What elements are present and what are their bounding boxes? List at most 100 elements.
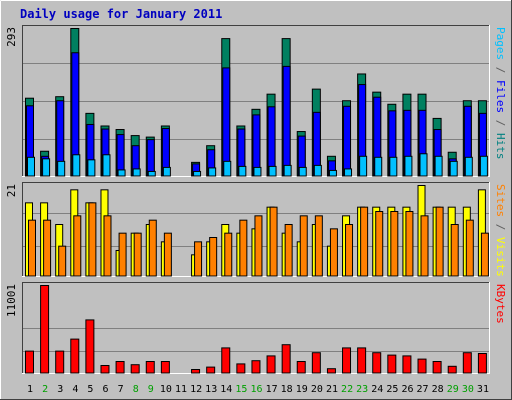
bar-sites-day-25 <box>390 211 399 277</box>
bar-pages-day-27 <box>419 153 428 177</box>
bar-kbytes-day-3 <box>55 350 65 374</box>
bar-pages-day-14 <box>223 160 232 177</box>
x-tick-label: 10 <box>160 384 172 395</box>
bars <box>25 185 489 277</box>
bar-kbytes-day-20 <box>311 352 321 374</box>
x-tick-label: 24 <box>371 384 383 395</box>
bar-kbytes-day-16 <box>251 360 261 374</box>
x-tick-label: 14 <box>220 384 232 395</box>
x-tick-label: 27 <box>417 384 429 395</box>
legend: KBytes <box>494 284 507 324</box>
bar-sites-day-3 <box>58 245 67 277</box>
bar-sites-day-13 <box>209 237 218 277</box>
bar-pages-day-16 <box>253 166 262 177</box>
bar-kbytes-day-29 <box>447 365 457 374</box>
bar-kbytes-day-30 <box>462 352 472 374</box>
bar-kbytes-day-23 <box>357 347 367 374</box>
bar-pages-day-7 <box>117 169 126 177</box>
bar-kbytes-day-13 <box>206 366 216 374</box>
bar-pages-day-20 <box>313 164 322 177</box>
bar-kbytes-day-15 <box>236 363 246 374</box>
bar-sites-day-9 <box>148 219 157 277</box>
bar-sites-day-21 <box>329 228 338 277</box>
x-tick-label: 4 <box>72 384 78 395</box>
legend-entry: Visits <box>494 237 507 277</box>
bar-sites-day-28 <box>435 206 444 277</box>
x-tick-label: 19 <box>296 384 308 395</box>
x-tick-label: 18 <box>281 384 293 395</box>
bar-sites-day-5 <box>88 202 97 277</box>
x-tick-label: 6 <box>103 384 109 395</box>
bar-kbytes-day-4 <box>70 338 80 374</box>
bar-kbytes-day-22 <box>342 347 352 374</box>
bar-sites-day-30 <box>465 219 474 277</box>
bar-sites-day-22 <box>345 224 354 277</box>
x-tick-label: 16 <box>250 384 262 395</box>
legend-entry: Hits <box>494 133 507 160</box>
x-tick-label: 29 <box>447 384 459 395</box>
bar-pages-day-4 <box>72 154 81 177</box>
bar-sites-day-8 <box>133 232 142 277</box>
bar-pages-day-28 <box>434 155 443 177</box>
bar-sites-day-1 <box>28 219 36 277</box>
x-tick-label: 8 <box>133 384 139 395</box>
bar-kbytes-day-25 <box>387 354 397 374</box>
bar-sites-day-18 <box>284 224 293 277</box>
bar-kbytes-day-5 <box>85 319 95 374</box>
x-tick-label: 2 <box>42 384 48 395</box>
bar-kbytes-day-28 <box>432 361 442 374</box>
x-tick-label: 30 <box>462 384 474 395</box>
bar-pages-day-29 <box>449 160 458 177</box>
bar-sites-day-4 <box>73 215 82 277</box>
x-tick-label: 22 <box>341 384 353 395</box>
bar-files-day-18 <box>282 65 291 177</box>
bar-pages-day-1 <box>27 156 35 177</box>
bar-pages-day-22 <box>344 168 353 177</box>
bar-kbytes-day-19 <box>296 361 306 374</box>
legend-entry: Pages <box>494 27 507 60</box>
bar-kbytes-day-24 <box>372 352 382 374</box>
y-max-label: 21 <box>5 184 18 197</box>
bar-kbytes-day-14 <box>221 347 231 374</box>
bar-files-day-9 <box>146 139 155 177</box>
bar-kbytes-day-18 <box>281 344 291 374</box>
panel-kbytes: 11001 KBytes <box>5 282 507 374</box>
bar-pages-day-9 <box>147 170 156 177</box>
bar-sites-day-27 <box>420 215 429 277</box>
bar-kbytes-day-8 <box>130 364 140 374</box>
y-max-label: 11001 <box>5 284 18 317</box>
legend: Sites / Visits <box>494 184 507 277</box>
x-tick-label: 11 <box>175 384 187 395</box>
x-tick-label: 26 <box>401 384 413 395</box>
bar-sites-day-12 <box>194 241 203 277</box>
bar-kbytes-day-2 <box>40 285 50 374</box>
bar-files-day-22 <box>343 105 352 177</box>
x-tick-label: 28 <box>432 384 444 395</box>
bar-files-day-14 <box>222 67 231 177</box>
bar-pages-day-13 <box>208 167 217 177</box>
bar-files-day-16 <box>252 114 261 177</box>
panel-pages-files-hits: 293 Pages / Files / Hits <box>5 25 507 177</box>
legend-entry: Files <box>494 80 507 113</box>
bar-sites-day-31 <box>480 232 489 277</box>
x-tick-label: 25 <box>386 384 398 395</box>
bar-pages-day-18 <box>283 164 292 177</box>
bar-pages-day-17 <box>268 165 277 177</box>
bar-sites-day-26 <box>405 211 414 277</box>
bar-sites-day-14 <box>224 232 233 277</box>
chart-title: Daily usage for January 2011 <box>20 7 222 21</box>
bar-sites-day-29 <box>450 224 459 277</box>
bar-pages-day-31 <box>479 155 488 177</box>
x-axis: 1 2 3 4 5 6 7 8 9 10 11 12 13 14 15 16 17 18 19 20 21 22 23 24 2… <box>27 384 489 395</box>
bar-pages-day-30 <box>464 156 473 177</box>
y-max-label: 293 <box>5 27 18 47</box>
bar-sites-day-6 <box>103 215 112 277</box>
bar-pages-day-26 <box>404 155 413 177</box>
legend-entry: KBytes <box>494 284 507 324</box>
bar-pages-day-25 <box>389 156 398 177</box>
bar-kbytes-day-21 <box>326 368 336 374</box>
bar-pages-day-2 <box>42 158 51 177</box>
legend-entry: Sites <box>494 184 507 217</box>
bar-pages-day-15 <box>238 165 247 177</box>
